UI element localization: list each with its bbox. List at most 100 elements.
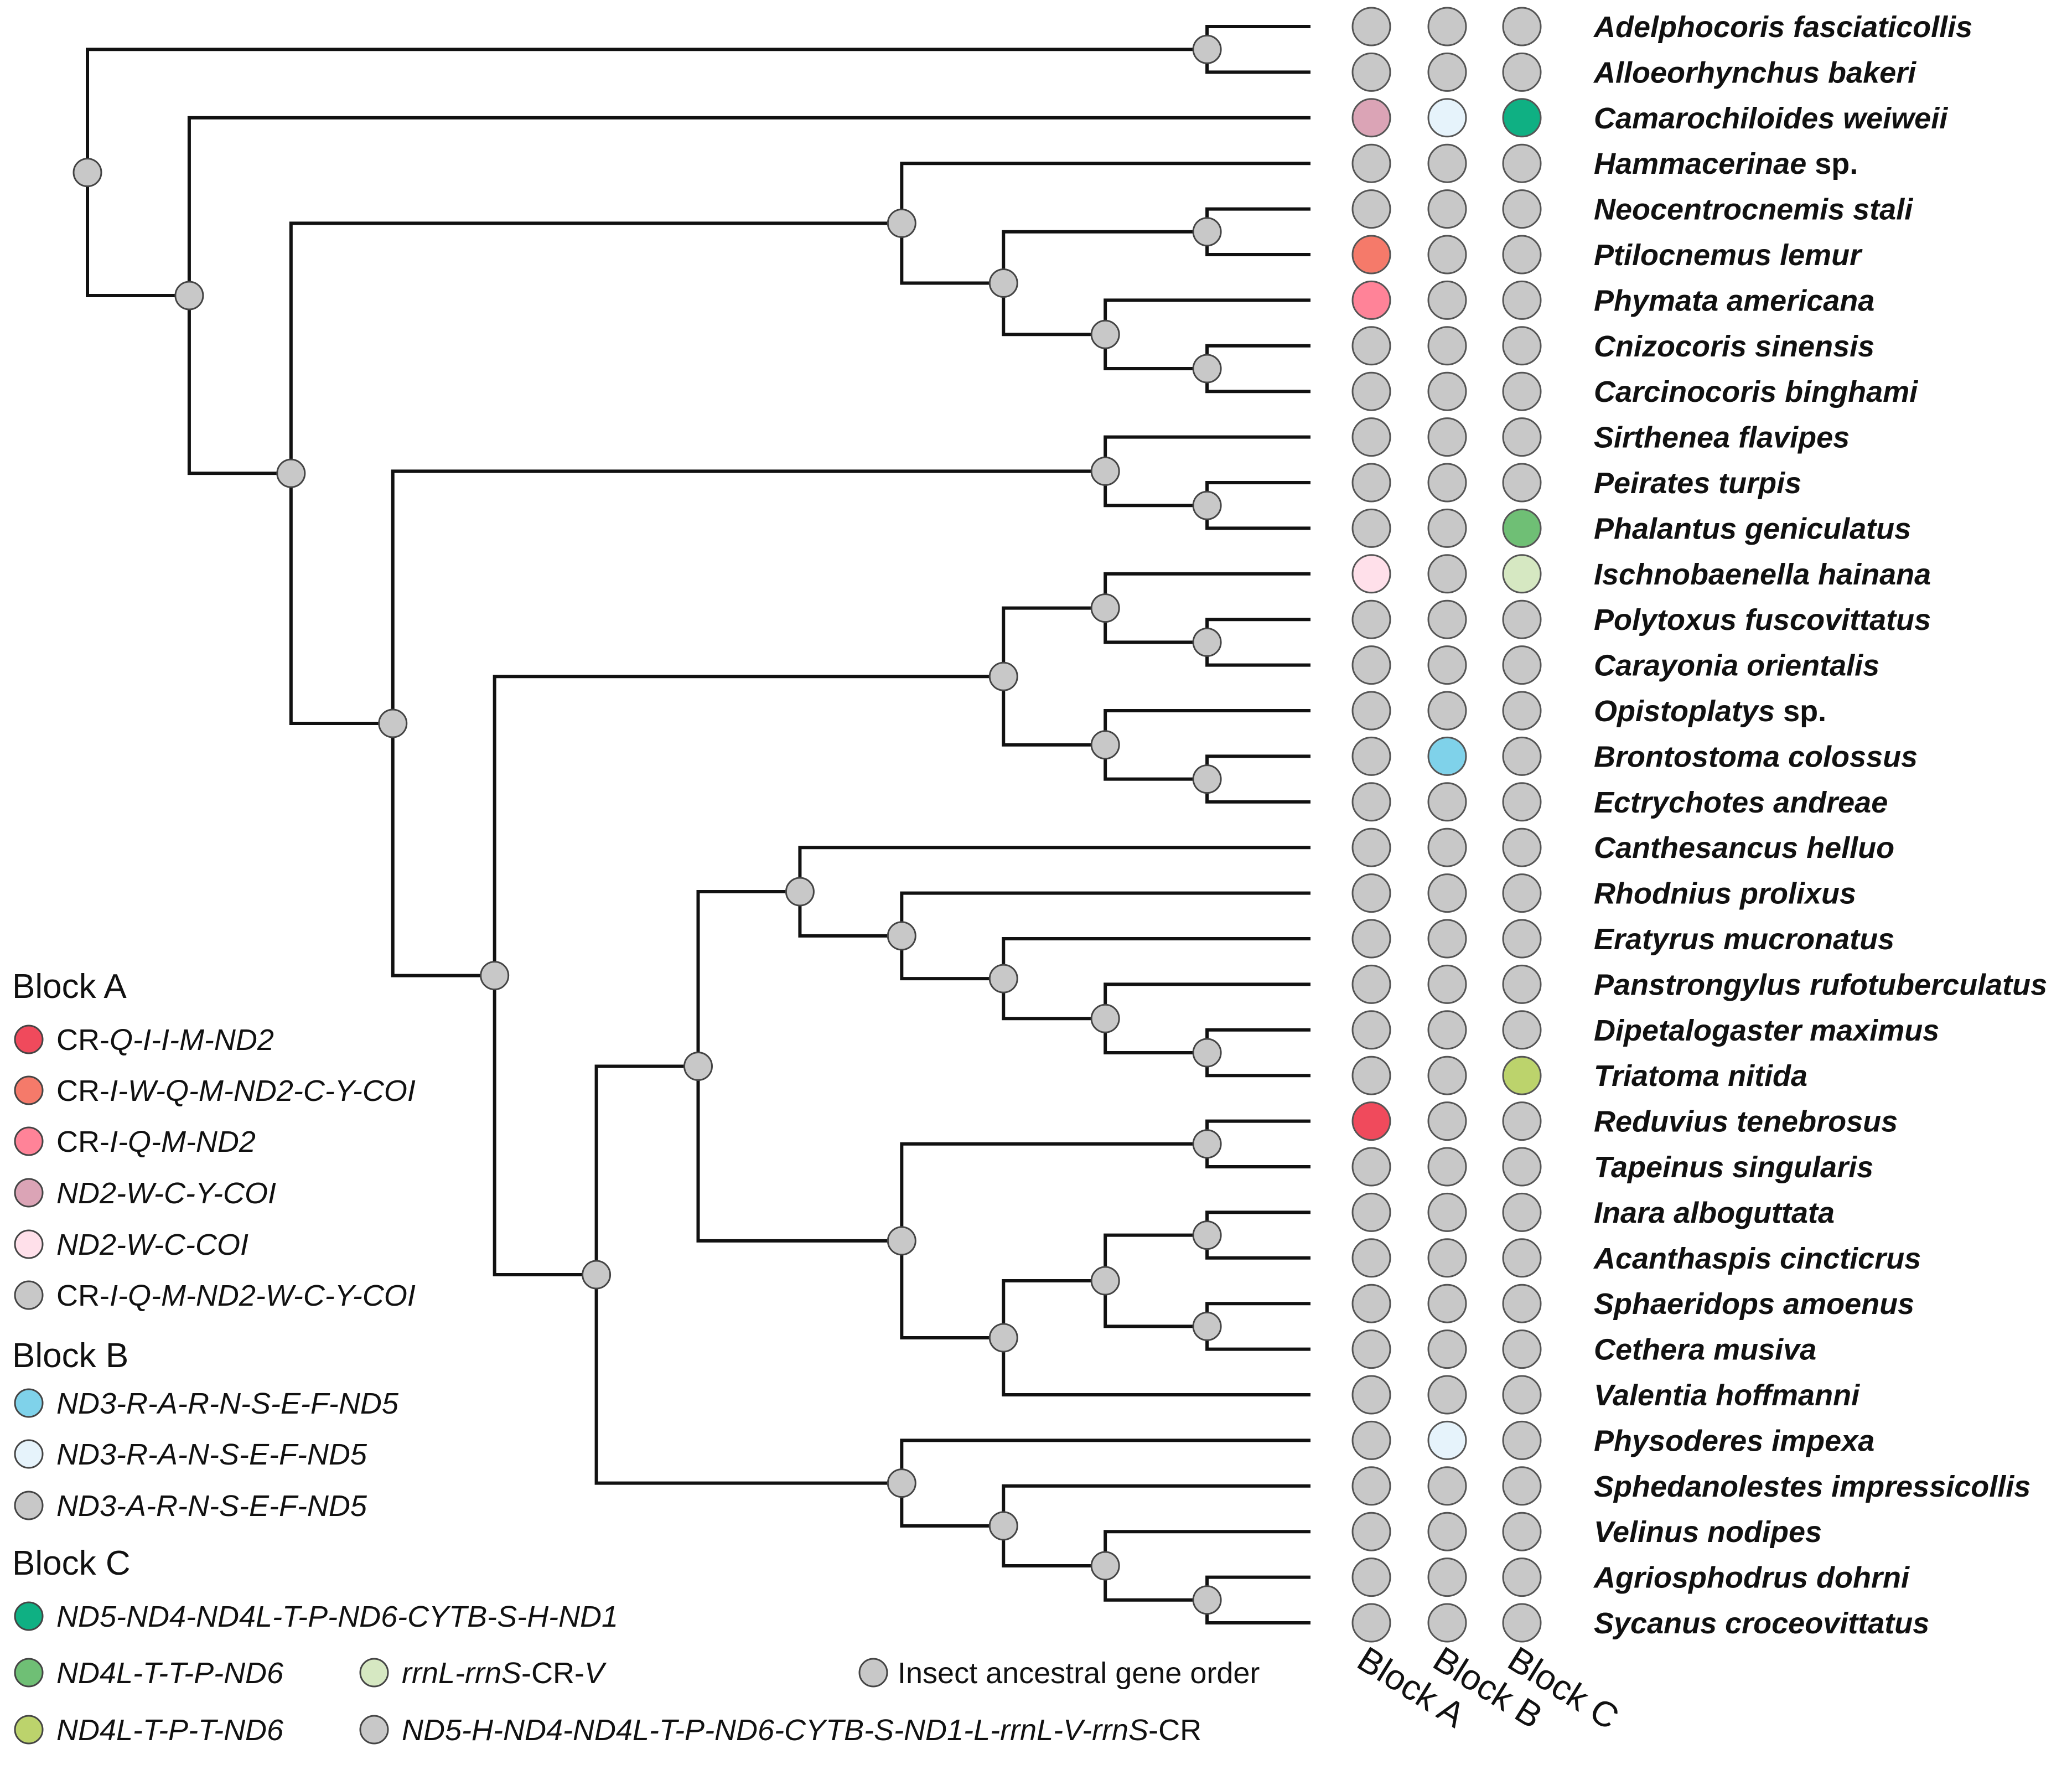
internal-node xyxy=(1192,217,1222,247)
block-b-state xyxy=(1427,235,1467,275)
block-c-state xyxy=(1502,189,1542,229)
block-c-state xyxy=(1502,371,1542,411)
taxon-name: Panstrongylus rufotuberculatus xyxy=(1594,968,2047,1001)
internal-node xyxy=(1192,490,1222,520)
block-a-state xyxy=(1351,1238,1391,1278)
taxon-label: Tapeinus singularis xyxy=(1594,1151,1873,1184)
block-b-state xyxy=(1427,1010,1467,1050)
legend-text-part: ND3-R-A-R-N-S-E-F-ND5 xyxy=(56,1387,399,1420)
taxon-label: Valentia hoffmanni xyxy=(1594,1379,1860,1412)
block-c-state xyxy=(1502,1147,1542,1187)
block-b-state xyxy=(1427,189,1467,229)
block-b-state xyxy=(1427,919,1467,959)
block-b-state xyxy=(1427,599,1467,639)
legend-text-part: I-W-Q-M-ND2-C-Y-COI xyxy=(110,1074,416,1108)
internal-node xyxy=(1090,1551,1120,1581)
taxon-suffix: sp. xyxy=(1775,695,1826,728)
block-a-state xyxy=(1351,1147,1391,1187)
taxon-name: Acanthaspis cincticrus xyxy=(1593,1242,1921,1275)
block-a-state xyxy=(1351,554,1391,594)
legend-swatch xyxy=(14,1439,44,1469)
legend-swatch xyxy=(359,1658,389,1688)
legend-text-part: rrnL-rrnS xyxy=(402,1657,521,1690)
taxon-label: Carcinocoris binghami xyxy=(1594,375,1918,408)
legend-swatch xyxy=(14,1024,44,1054)
legend-swatch xyxy=(14,1715,44,1745)
tree-branch xyxy=(1205,618,1310,667)
block-c-state xyxy=(1502,1375,1542,1415)
block-b-state xyxy=(1427,736,1467,776)
internal-node xyxy=(1090,1266,1120,1296)
block-a-state xyxy=(1351,782,1391,822)
taxon-name: Eratyrus mucronatus xyxy=(1594,923,1894,956)
tree-branch xyxy=(1205,754,1310,804)
taxon-label: Eratyrus mucronatus xyxy=(1594,923,1894,956)
legend-text-part: -CR- xyxy=(521,1657,584,1690)
block-c-state xyxy=(1502,782,1542,822)
taxon-name: Triatoma nitida xyxy=(1594,1059,1807,1093)
internal-node xyxy=(1090,456,1120,486)
block-a-state xyxy=(1351,189,1391,229)
block-c-state xyxy=(1502,1512,1542,1551)
legend-item-label: CR-I-W-Q-M-ND2-C-Y-COI xyxy=(56,1074,416,1108)
legend-item-label: ND3-R-A-R-N-S-E-F-ND5 xyxy=(56,1387,399,1420)
block-a-state xyxy=(1351,645,1391,685)
block-a-state xyxy=(1351,1512,1391,1551)
tree-branch xyxy=(1205,1028,1310,1078)
block-a-state xyxy=(1351,736,1391,776)
block-a-state xyxy=(1351,964,1391,1004)
taxon-name: Cethera musiva xyxy=(1594,1333,1816,1367)
taxon-label: Neocentrocnemis stali xyxy=(1594,193,1913,226)
internal-node xyxy=(1192,764,1222,794)
internal-node xyxy=(174,281,204,311)
taxon-label: Panstrongylus rufotuberculatus xyxy=(1594,968,2047,1001)
block-b-state xyxy=(1427,143,1467,183)
block-b-state xyxy=(1427,554,1467,594)
legend-item-label: ND3-A-R-N-S-E-F-ND5 xyxy=(56,1489,367,1523)
legend-item-label: CR-Q-I-I-M-ND2 xyxy=(56,1023,274,1057)
taxon-label: Phalantus geniculatus xyxy=(1594,512,1911,545)
taxon-name: Valentia hoffmanni xyxy=(1594,1379,1860,1412)
block-a-state xyxy=(1351,7,1391,46)
legend-text-part: I-Q-M-ND2-W-C-Y-COI xyxy=(110,1279,416,1312)
internal-node xyxy=(988,1323,1018,1353)
block-a-state xyxy=(1351,235,1391,275)
tree-branch xyxy=(1205,1119,1310,1168)
tree-branch xyxy=(1205,344,1310,394)
taxon-name: Dipetalogaster maximus xyxy=(1594,1014,1939,1047)
internal-node xyxy=(72,158,102,188)
taxon-name: Sycanus croceovittatus xyxy=(1594,1607,1929,1640)
taxon-name: Camarochiloides weiweii xyxy=(1594,102,1948,135)
block-c-state xyxy=(1502,326,1542,366)
block-a-state xyxy=(1351,52,1391,92)
block-b-state xyxy=(1427,645,1467,685)
taxon-label: Brontostoma colossus xyxy=(1594,740,1918,773)
legend-swatch xyxy=(14,1126,44,1156)
block-b-state xyxy=(1427,1147,1467,1187)
block-b-state xyxy=(1427,827,1467,867)
tree-branch xyxy=(289,221,904,726)
tree-branch xyxy=(86,48,1209,297)
tree-nodes xyxy=(72,34,1222,1615)
internal-node xyxy=(988,661,1018,691)
internal-node xyxy=(1090,1003,1120,1033)
legend-item-label: rrnL-rrnS-CR-V xyxy=(402,1657,607,1690)
block-c-state xyxy=(1502,691,1542,731)
taxon-label: Ectrychotes andreae xyxy=(1594,786,1888,819)
legend-item-label: CR-I-Q-M-ND2 xyxy=(56,1125,256,1158)
legend-text-part: Q-I-I-M-ND2 xyxy=(110,1023,274,1057)
tree-branch xyxy=(1002,1279,1310,1396)
tree-branch xyxy=(1205,1210,1310,1260)
taxon-name: Brontostoma colossus xyxy=(1594,740,1918,773)
block-c-state xyxy=(1502,1420,1542,1460)
block-c-state xyxy=(1502,736,1542,776)
taxon-name: Polytoxus fuscovittatus xyxy=(1594,603,1931,637)
block-a-state xyxy=(1351,919,1391,959)
legend-text-part: ND5-ND4-ND4L-T-P-ND6-CYTB-S-H-ND1 xyxy=(56,1600,618,1633)
tree-branches xyxy=(85,25,1310,1624)
internal-node xyxy=(988,1511,1018,1541)
taxon-name: Ptilocnemus lemur xyxy=(1594,239,1863,272)
legend-text-part: ND4L-T-T-P-ND6 xyxy=(56,1657,284,1690)
legend-swatch xyxy=(14,1075,44,1105)
